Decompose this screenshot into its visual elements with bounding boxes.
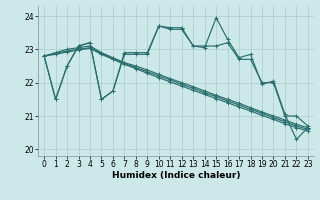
X-axis label: Humidex (Indice chaleur): Humidex (Indice chaleur)	[112, 171, 240, 180]
